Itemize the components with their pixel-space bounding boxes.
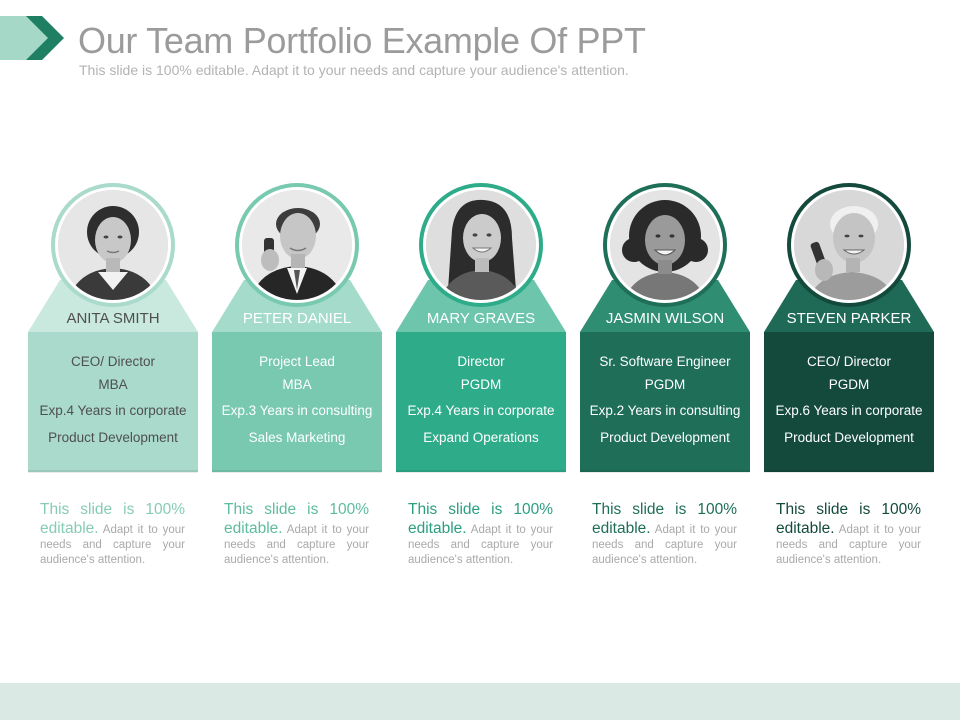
older-man-phone-portrait-icon [794,190,904,300]
member-role: Project Lead [259,354,335,369]
member-degree: PGDM [644,377,686,392]
avatar [610,190,720,300]
member-description: This slide is 100% editable. Adapt it to… [776,500,921,567]
member-name: ANITA SMITH [66,310,160,327]
team-card: STEVEN PARKER CEO/ Director PGDM Exp.6 Y… [764,183,934,473]
description-text: Adapt it to your needs and capture your … [592,524,737,566]
avatar [426,190,536,300]
team-cards: ANITA SMITH CEO/ Director MBA Exp.4 Year… [28,183,934,473]
woman-smiling-portrait-icon [426,190,536,300]
member-experience: Exp.3 Years in consulting [221,403,373,418]
team-card: JASMIN WILSON Sr. Software Engineer PGDM… [580,183,750,473]
description-text: Adapt it to your needs and capture your … [408,524,553,566]
team-card: ANITA SMITH CEO/ Director MBA Exp.4 Year… [28,183,198,473]
member-name: PETER DANIEL [242,310,352,327]
member-experience: Exp.4 Years in corporate [39,403,187,418]
member-description: This slide is 100% editable. Adapt it to… [408,500,553,567]
page-subtitle: This slide is 100% editable. Adapt it to… [79,62,629,78]
member-role: CEO/ Director [806,354,891,369]
member-role: Sr. Software Engineer [599,354,731,369]
member-experience: Exp.6 Years in corporate [775,403,923,418]
member-name: MARY GRAVES [426,310,536,327]
member-name: STEVEN PARKER [786,310,912,327]
member-focus: Product Development [600,430,730,445]
member-experience: Exp.4 Years in corporate [407,403,555,418]
description-highlight: This slide is 100% editable. [40,501,185,537]
team-card: PETER DANIEL Project Lead MBA Exp.3 Year… [212,183,382,473]
avatar [58,190,168,300]
team-card: MARY GRAVES Director PGDM Exp.4 Years in… [396,183,566,473]
description-highlight: This slide is 100% editable. [408,501,553,537]
member-name: JASMIN WILSON [605,310,725,327]
member-degree: PGDM [828,377,870,392]
member-description: This slide is 100% editable. Adapt it to… [224,500,369,567]
avatar [242,190,352,300]
page-title: Our Team Portfolio Example Of PPT [78,20,646,61]
man-phone-portrait-icon [242,190,352,300]
member-focus: Sales Marketing [248,430,346,445]
description-highlight: This slide is 100% editable. [776,501,921,537]
member-description: This slide is 100% editable. Adapt it to… [592,500,737,567]
description-text: Adapt it to your needs and capture your … [224,524,369,566]
description-highlight: This slide is 100% editable. [224,501,369,537]
description-highlight: This slide is 100% editable. [592,501,737,537]
avatar [794,190,904,300]
member-experience: Exp.2 Years in consulting [589,403,741,418]
woman-portrait-icon [58,190,168,300]
member-focus: Expand Operations [423,430,539,445]
chevron-arrow-icon [0,16,64,60]
member-degree: PGDM [460,377,502,392]
member-degree: MBA [98,377,128,392]
woman-curly-hair-portrait-icon [610,190,720,300]
member-degree: MBA [282,377,312,392]
description-text: Adapt it to your needs and capture your … [776,524,921,566]
member-focus: Product Development [784,430,914,445]
member-role: Director [457,354,505,369]
footer-band [0,683,960,720]
member-focus: Product Development [48,430,178,445]
description-text: Adapt it to your needs and capture your … [40,524,185,566]
member-role: CEO/ Director [70,354,155,369]
member-description: This slide is 100% editable. Adapt it to… [40,500,185,567]
